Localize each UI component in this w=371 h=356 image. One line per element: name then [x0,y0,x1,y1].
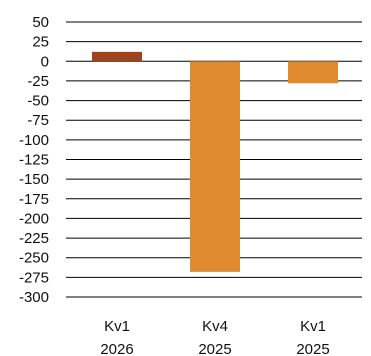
x-category-label-line2: 2025 [296,341,329,356]
y-tick-label: -225 [19,230,49,247]
x-category-label-line1: Kv4 [202,318,228,335]
x-category-label-line2: 2026 [100,341,133,356]
y-tick-label: -300 [19,289,49,306]
y-tick-label: -75 [27,112,49,129]
y-tick-label: -250 [19,250,49,267]
x-category-label-line1: Kv1 [300,318,326,335]
bar [190,61,240,272]
y-tick-label: 50 [32,14,49,31]
y-tick-label: -100 [19,132,49,149]
x-category-label-line1: Kv1 [104,318,130,335]
x-category-label-line2: 2025 [198,341,231,356]
y-tick-label: 25 [32,34,49,51]
y-tick-label: -200 [19,210,49,227]
y-axis-tick-labels: 50 25 0 -25 -50 -75 -100 -125 -150 -175 -200 -225 -2… [19,14,49,306]
bars [92,51,338,272]
bar [288,61,338,84]
y-tick-label: -25 [27,73,49,90]
y-tick-label: -50 [27,93,49,110]
y-tick-label: -125 [19,152,49,169]
x-axis-category-labels: Kv1 2026 Kv4 2025 Kv1 2025 [100,318,329,356]
y-tick-label: -150 [19,171,49,188]
y-tick-label: 0 [41,53,49,70]
bar [92,51,142,62]
y-tick-label: -275 [19,269,49,286]
y-tick-label: -175 [19,191,49,208]
